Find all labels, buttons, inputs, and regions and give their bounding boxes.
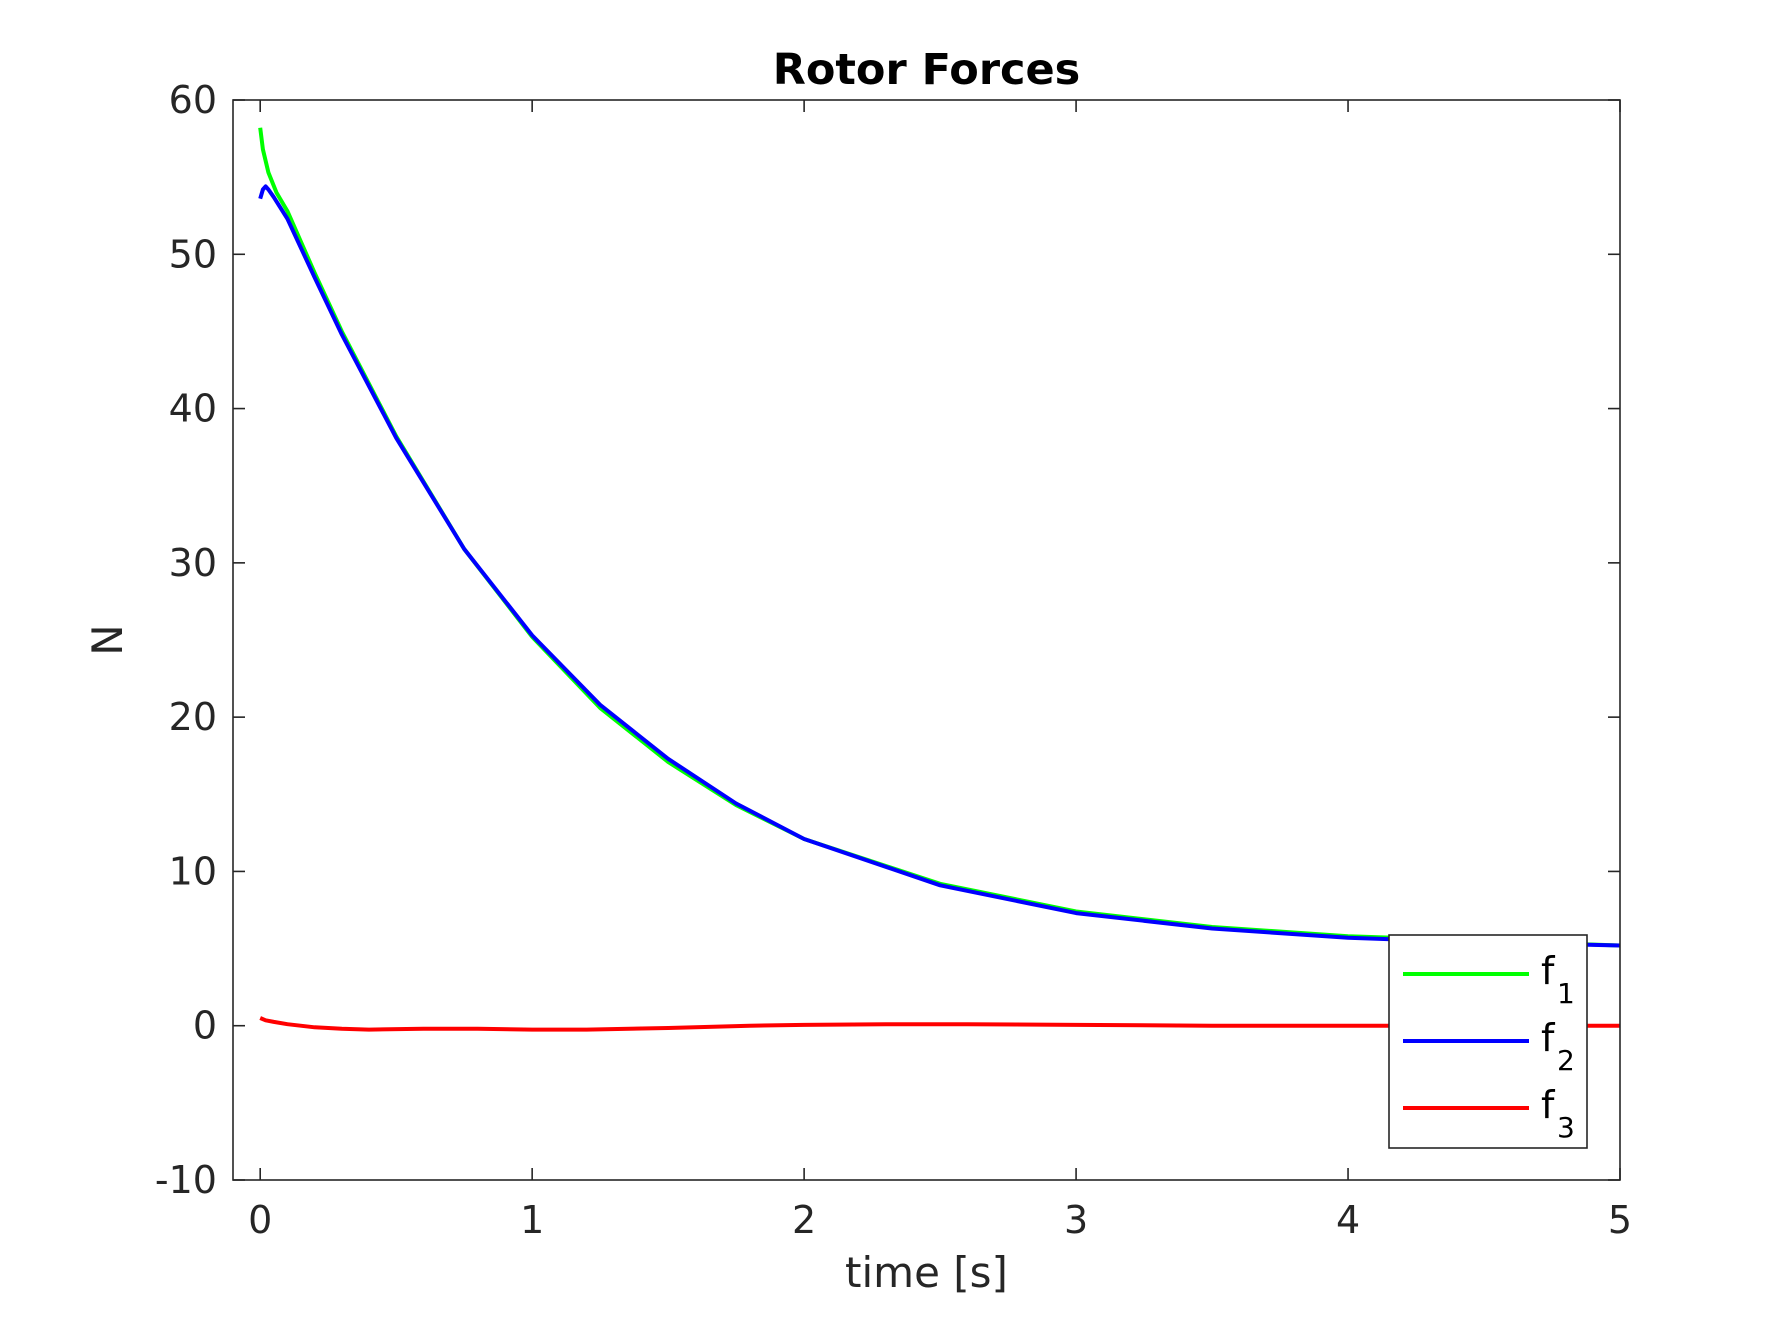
chart-title: Rotor Forces (773, 45, 1081, 95)
y-tick-label: 60 (169, 78, 217, 122)
legend-subscript-f3: 3 (1557, 1111, 1575, 1144)
series-layer (258, 127, 1621, 1032)
y-tick-label: 20 (169, 695, 217, 739)
legend-label-f2: f (1541, 1016, 1556, 1060)
y-tick-label: 50 (169, 232, 217, 276)
y-axis-ticks: -10 0 10 20 30 40 50 60 (155, 78, 1620, 1202)
y-tick-label: 40 (169, 387, 217, 431)
y-tick-label: 0 (193, 1004, 217, 1048)
x-tick-label: 5 (1608, 1198, 1632, 1242)
y-tick-label: 30 (169, 541, 217, 585)
x-axis-label: time [s] (845, 1248, 1008, 1297)
x-axis-ticks: 0 1 2 3 4 5 (248, 100, 1632, 1242)
plot-frame (232, 99, 1621, 1181)
legend-subscript-f2: 2 (1557, 1044, 1575, 1077)
x-tick-label: 1 (520, 1198, 544, 1242)
series-line-f3 (259, 1016, 1620, 1032)
x-tick-label: 2 (792, 1198, 816, 1242)
legend-label-f1: f (1541, 949, 1556, 993)
y-axis-label: N (83, 624, 132, 655)
legend-subscript-f1: 1 (1557, 977, 1575, 1010)
series-line-f2 (258, 184, 1621, 948)
y-tick-label: -10 (155, 1158, 217, 1202)
legend-label-f3: f (1541, 1083, 1556, 1127)
x-tick-label: 0 (248, 1198, 272, 1242)
y-tick-label: 10 (169, 849, 217, 893)
x-tick-label: 4 (1336, 1198, 1360, 1242)
x-tick-label: 3 (1064, 1198, 1088, 1242)
